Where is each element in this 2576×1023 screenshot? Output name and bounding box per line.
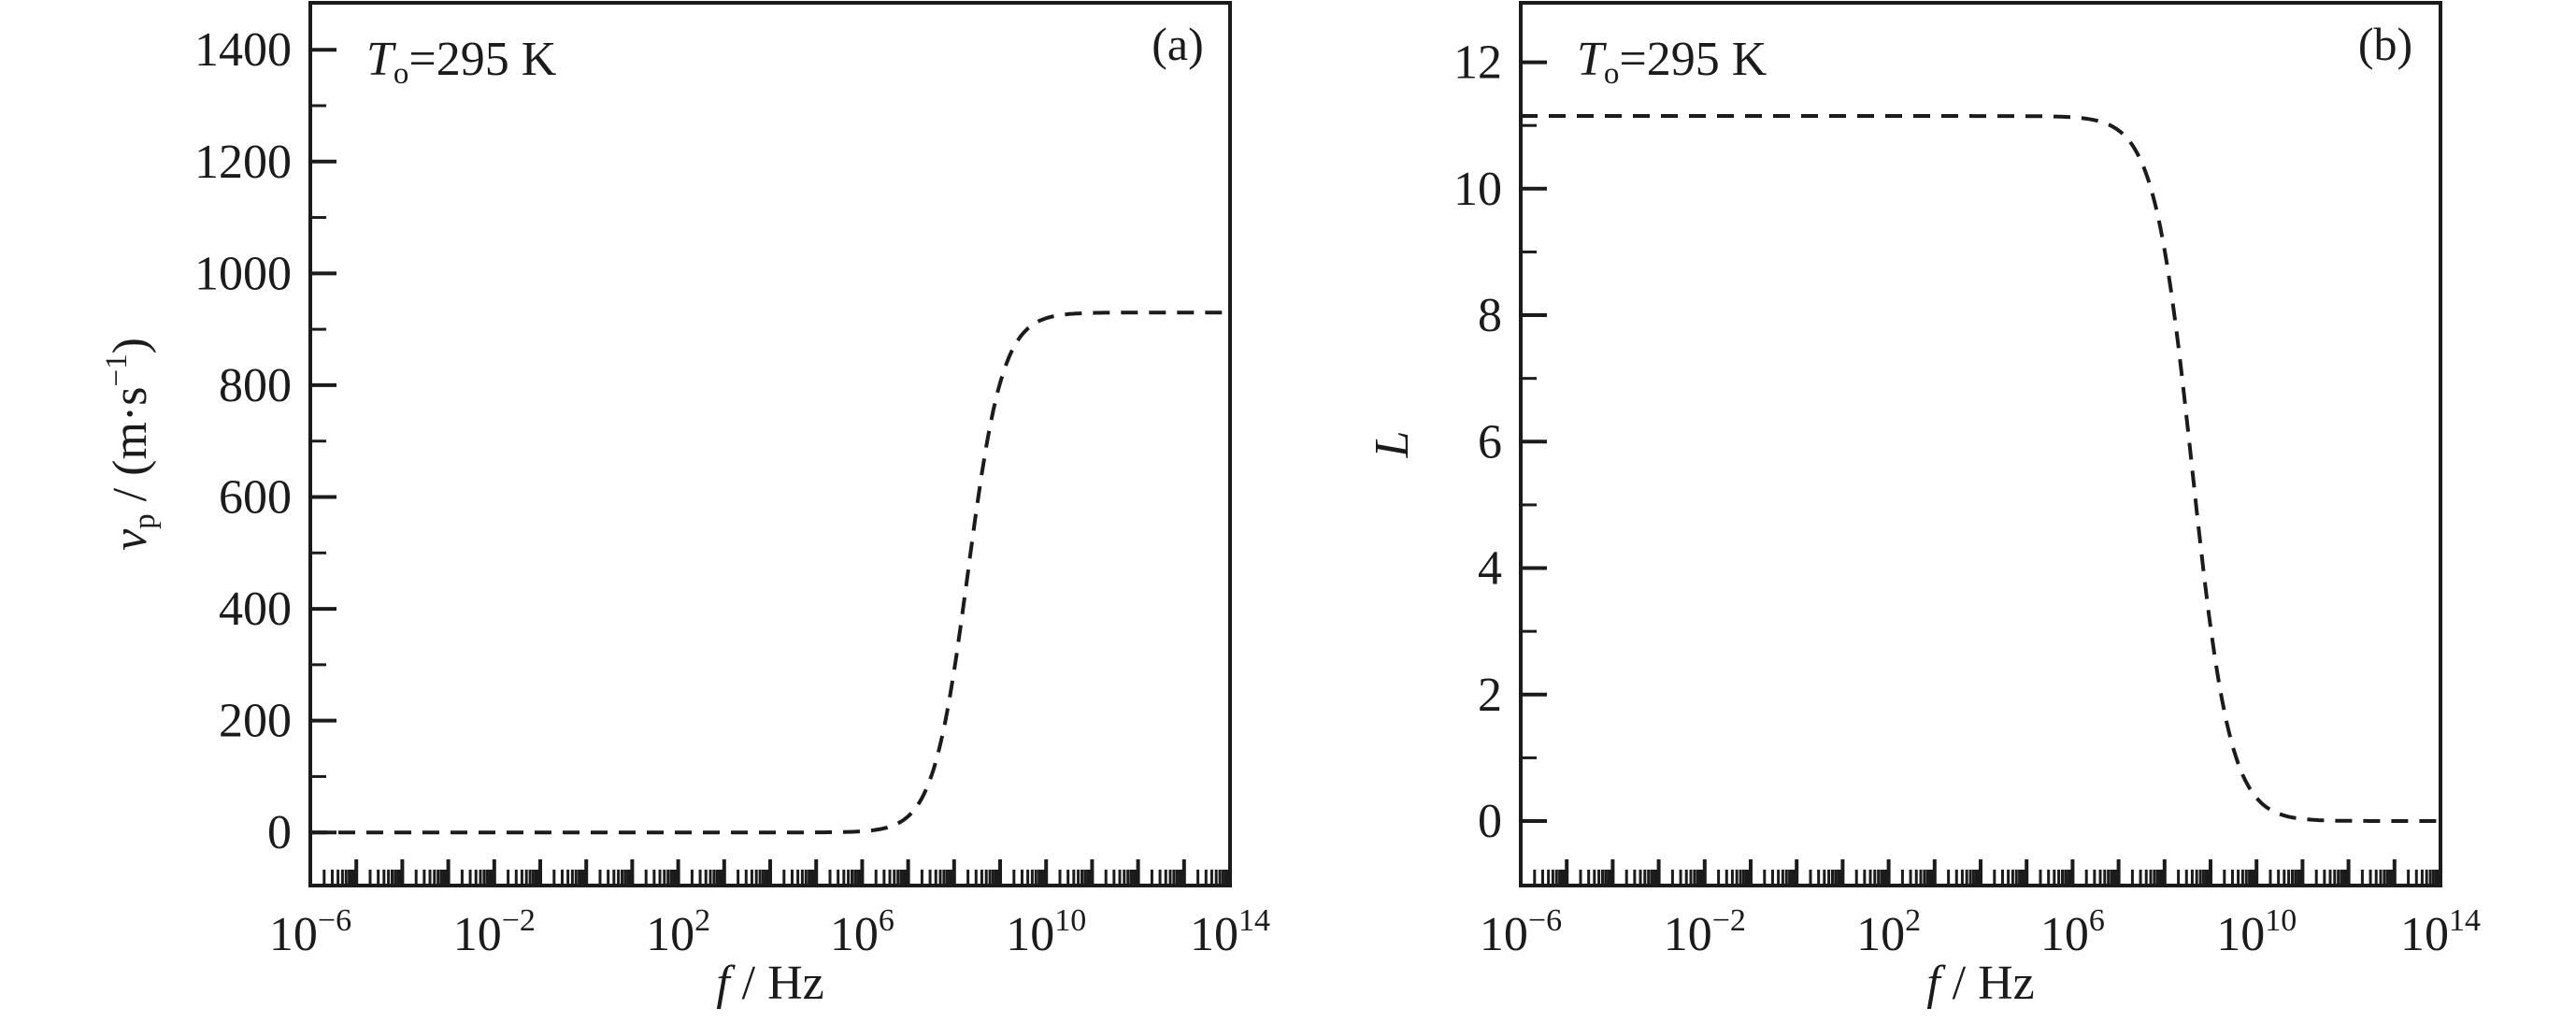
x-tick-label: 10−6: [269, 903, 351, 961]
panel-b-tag: (b): [2358, 18, 2412, 70]
y-tick-label: 1400: [194, 23, 292, 77]
y-tick-label: 600: [219, 470, 292, 524]
x-tick-label: 10−2: [453, 903, 536, 961]
plot-box: [1519, 1, 2442, 887]
x-tick-label: 10−2: [1664, 903, 1746, 961]
series-curve-phase-velocity-dispersion: [310, 310, 1230, 835]
x-axis-label: f / Hz: [716, 957, 824, 1010]
x-tick-label: 10−6: [1480, 903, 1562, 961]
y-tick-label: 12: [1453, 36, 1502, 90]
plot-box: [308, 1, 1232, 887]
y-tick-label: 400: [219, 583, 292, 636]
y-tick-label: 1200: [194, 136, 292, 189]
y-tick-label: 8: [1478, 289, 1502, 342]
x-tick-label: 106: [830, 903, 894, 961]
y-tick-label: 200: [219, 695, 292, 748]
y-tick-label: 2: [1478, 669, 1502, 722]
x-tick-label: 1010: [2216, 903, 2297, 961]
panel-a-tag: (a): [1152, 18, 1204, 70]
panel-b: 10−6 10−2 102 106 1010 1014 0 2 4 6 8 10 12 f / Hz L To…: [1366, 1, 2481, 1010]
x-tick-label: 1014: [1190, 903, 1270, 961]
y-tick-label: 10: [1453, 163, 1502, 216]
temperature-annotation: To=295 K: [366, 33, 557, 91]
x-tick-label: 1014: [2400, 903, 2481, 961]
y-tick-label: 6: [1478, 415, 1502, 468]
generated-plots: 10−6 10−2 102 106 1010 1014020040060080010001…: [100, 1, 2481, 1010]
y-tick-label: 1000: [194, 247, 292, 300]
y-tick-label: 0: [267, 806, 292, 859]
x-tick-label: 106: [2040, 903, 2105, 961]
x-tick-label: 102: [646, 903, 710, 961]
y-tick-label: 800: [219, 359, 292, 412]
y-axis-label: vp / (m·s−1): [100, 338, 162, 551]
panel-a: 10−6 10−2 102 106 1010 1014 0 200 400 600 800 1000 1…: [100, 1, 1270, 1010]
temperature-annotation: To=295 K: [1577, 33, 1767, 91]
x-tick-label: 1010: [1006, 903, 1086, 961]
x-tick-label: 102: [1856, 903, 1921, 961]
y-tick-label: 0: [1478, 795, 1502, 848]
y-axis-label: L: [1366, 431, 1419, 459]
y-tick-label: 4: [1478, 542, 1502, 596]
series-curve-L-relaxation: [1521, 114, 2440, 823]
x-axis-label: f / Hz: [1926, 957, 2035, 1010]
